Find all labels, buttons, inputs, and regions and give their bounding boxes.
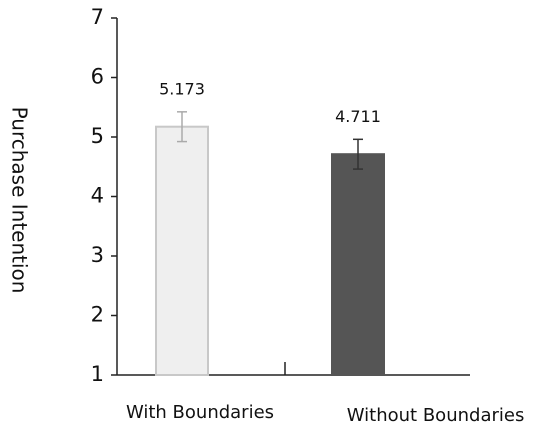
y-tick-label: 2 [91, 303, 104, 327]
bar [155, 125, 209, 376]
y-tick-label: 4 [91, 184, 104, 208]
value-label: 5.173 [159, 79, 205, 98]
y-tick-label: 6 [91, 65, 104, 89]
y-tick-label: 7 [91, 5, 104, 29]
bar [331, 153, 385, 376]
x-tick-label: With Boundaries [126, 402, 274, 423]
value-label: 4.711 [335, 107, 381, 126]
y-tick-label: 3 [91, 243, 104, 267]
x-tick-label: Without Boundaries [347, 405, 525, 426]
y-tick-label: 5 [91, 124, 104, 148]
y-axis-label: Purchase Intention [8, 107, 32, 294]
y-tick-label: 1 [91, 362, 104, 386]
